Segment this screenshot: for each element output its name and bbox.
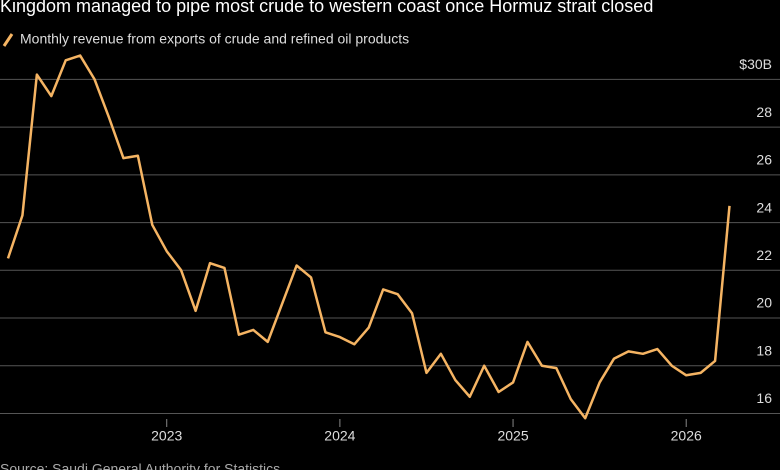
y-tick-label: $30B: [739, 56, 772, 72]
y-tick-label: 22: [756, 247, 772, 263]
x-tick-label: 2025: [497, 428, 528, 444]
source: Source: Saudi General Authority for Stat…: [0, 461, 280, 470]
legend-label: Monthly revenue from exports of crude an…: [20, 31, 409, 47]
y-tick-label: 18: [756, 342, 772, 358]
y-tick-label: 16: [756, 390, 772, 406]
y-tick-label: 28: [756, 104, 772, 120]
x-tick-label: 2023: [151, 428, 182, 444]
y-tick-label: 26: [756, 152, 772, 168]
x-tick-label: 2024: [324, 428, 355, 444]
y-tick-label: 20: [756, 295, 772, 311]
legend-swatch: [2, 33, 14, 47]
series-line: [6, 54, 731, 420]
chart-title: Kingdom managed to pipe most crude to we…: [0, 0, 653, 16]
x-tick-label: 2026: [671, 428, 702, 444]
y-tick-label: 24: [756, 199, 772, 215]
